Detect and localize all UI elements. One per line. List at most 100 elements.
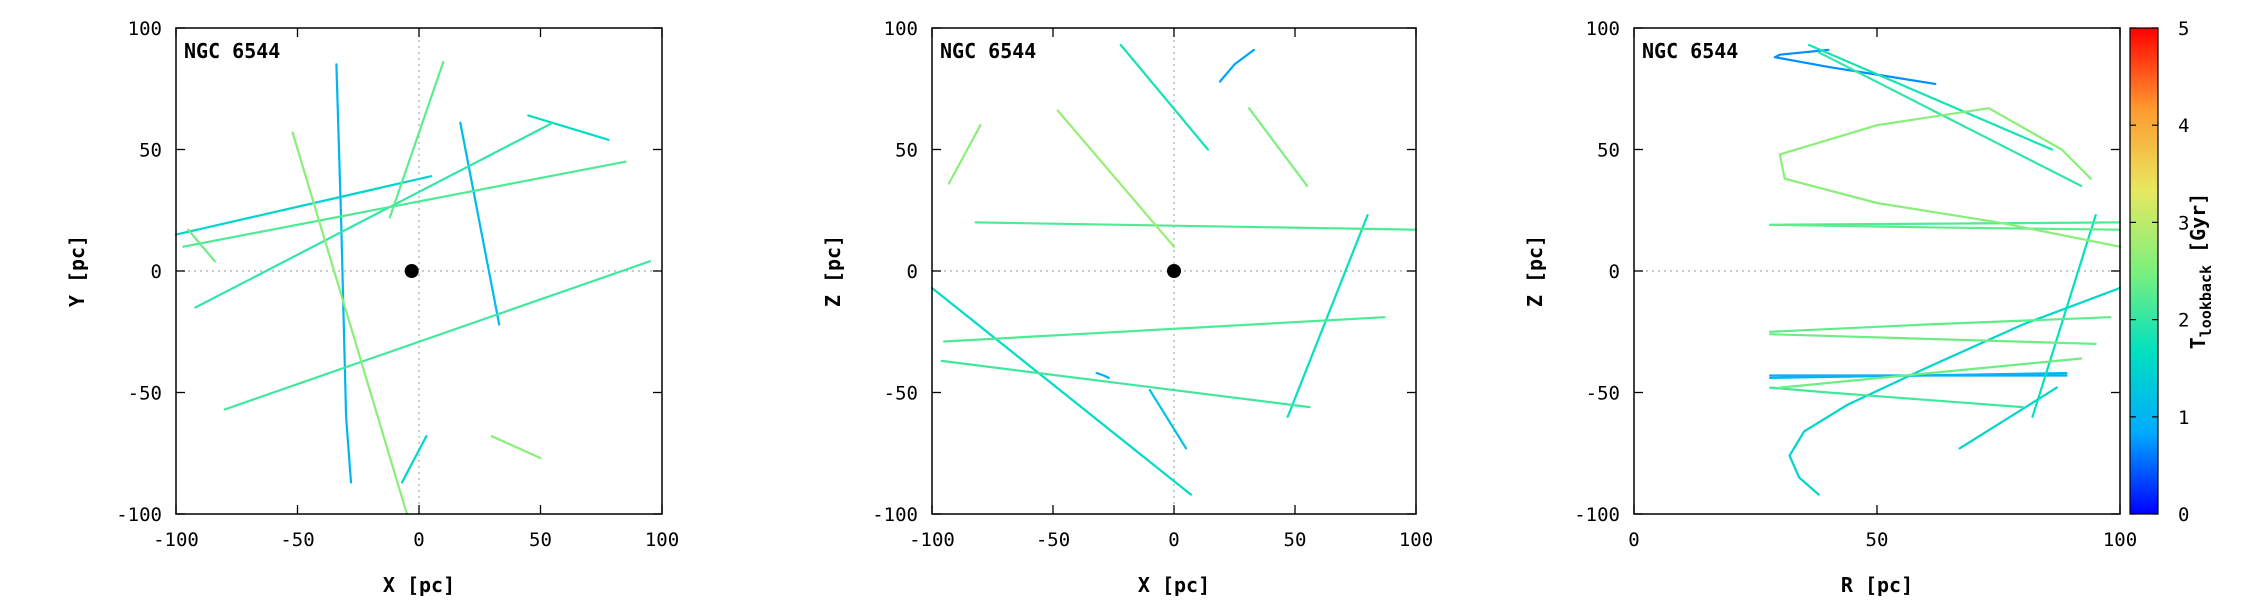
panel-rz-trajectory-9 bbox=[1769, 221, 2122, 226]
panel-xy-trajectory-0 bbox=[335, 63, 353, 484]
panel-xz-marker-layer bbox=[1167, 264, 1181, 278]
colorbar-tick-label-0: 0 bbox=[2178, 504, 2189, 526]
panel-rz-trajectory-5 bbox=[2031, 214, 2097, 418]
colorbar-tick-label-4: 4 bbox=[2178, 115, 2189, 137]
panel-xz-trajectory-5 bbox=[1119, 43, 1209, 151]
panel-xy-xlabel: X [pc] bbox=[383, 573, 455, 597]
panel-rz-trajectory-12 bbox=[1769, 333, 2097, 345]
panel-xy-xtick-label-0: -100 bbox=[153, 529, 199, 551]
colorbar-label-main: T bbox=[2186, 337, 2210, 349]
panel-xy-xtick-label-4: 100 bbox=[645, 529, 679, 551]
panel-xy-ytick-label-2: 0 bbox=[151, 261, 162, 283]
panel-xz-trajectory-7 bbox=[943, 316, 1386, 343]
panel-rz-ytick-label-0: -100 bbox=[1574, 504, 1620, 526]
panel-rz-ytick-label-1: -50 bbox=[1586, 383, 1620, 405]
panel-xz-ytick-label-1: -50 bbox=[884, 383, 918, 405]
panel-xy-ylabel: Y [pc] bbox=[65, 235, 89, 307]
panel-xz-xtick-label-1: -50 bbox=[1036, 529, 1070, 551]
colorbar-label-unit: [Gyr] bbox=[2186, 193, 2210, 265]
panel-rz-trajectory-7 bbox=[1817, 51, 2083, 187]
panel-rz-trajectory-0 bbox=[1773, 48, 1937, 85]
panel-rz: 0 50 100 -100 -50 0 50 100 NGC 6544 R [pc] Z [p… bbox=[1523, 18, 2137, 597]
panel-xy-lines bbox=[174, 60, 651, 516]
panel-xz: -100 -50 0 50 100 -100 -50 0 50 100 NGC 6544 X [p… bbox=[821, 18, 1433, 597]
panel-rz-ytick-label-3: 50 bbox=[1597, 140, 1620, 162]
panel-rz-trajectory-6 bbox=[1807, 43, 2054, 151]
panel-xy: -100 -50 0 50 100 -100 -50 0 50 100 NGC 6544 X [p… bbox=[65, 18, 679, 597]
panel-xz-ytick-label-0: -100 bbox=[872, 504, 918, 526]
panel-xy-trajectory-9 bbox=[187, 228, 216, 263]
panel-xz-trajectory-3 bbox=[930, 286, 1192, 496]
colorbar-tick-label-3: 3 bbox=[2178, 212, 2189, 234]
panel-xz-ytick-label-4: 100 bbox=[884, 18, 918, 40]
panel-xy-xtick-label-2: 0 bbox=[413, 529, 424, 551]
panel-rz-trajectory-3 bbox=[1958, 386, 2058, 450]
panel-rz-ytick-label-4: 100 bbox=[1586, 18, 1620, 40]
panel-xy-trajectory-8 bbox=[388, 60, 445, 219]
panel-rz-xtick-label-2: 100 bbox=[2103, 529, 2137, 551]
colorbar-gradient bbox=[2129, 27, 2159, 515]
panel-xy-trajectory-4 bbox=[527, 114, 610, 141]
panel-xz-axes: -100 -50 0 50 100 -100 -50 0 50 100 bbox=[872, 18, 1433, 551]
panel-xz-trajectory-1 bbox=[1095, 372, 1110, 379]
panel-xz-cluster-marker bbox=[1167, 264, 1181, 278]
panel-xy-ytick-label-4: 100 bbox=[128, 18, 162, 40]
panel-rz-trajectory-13 bbox=[1778, 357, 2083, 389]
panel-xy-trajectory-1 bbox=[459, 121, 501, 326]
panel-xy-ytick-label-3: 50 bbox=[139, 140, 162, 162]
panel-rz-trajectory-4 bbox=[1788, 286, 2122, 496]
panel-rz-xtick-label-0: 0 bbox=[1628, 529, 1639, 551]
panel-xz-trajectory-10 bbox=[947, 124, 982, 185]
panel-xy-trajectory-11 bbox=[490, 435, 542, 460]
panel-xy-trajectory-3 bbox=[400, 435, 428, 484]
panel-xy-label: NGC 6544 bbox=[184, 39, 280, 63]
panel-xz-ytick-label-3: 50 bbox=[895, 140, 918, 162]
panel-xz-trajectory-8 bbox=[974, 221, 1418, 231]
panel-xy-trajectory-7 bbox=[182, 160, 627, 248]
panel-rz-trajectory-10 bbox=[1769, 223, 2122, 231]
panel-xy-trajectory-10 bbox=[291, 131, 408, 516]
panel-xz-label: NGC 6544 bbox=[940, 39, 1036, 63]
panel-xy-xtick-label-1: -50 bbox=[280, 529, 314, 551]
panel-xz-trajectory-0 bbox=[1218, 48, 1255, 83]
panel-xz-ytick-label-2: 0 bbox=[907, 261, 918, 283]
panel-rz-trajectory-14 bbox=[1778, 107, 2122, 248]
panel-rz-ylabel: Z [pc] bbox=[1523, 235, 1547, 307]
colorbar: 0 1 2 3 4 5 Tlookback [Gyr] bbox=[2129, 18, 2215, 526]
panel-rz-trajectory-2 bbox=[1769, 372, 2068, 379]
panel-xz-trajectory-4 bbox=[1286, 214, 1369, 418]
colorbar-tick-label-5: 5 bbox=[2178, 18, 2189, 40]
panel-rz-trajectory-11 bbox=[1769, 316, 2112, 333]
panel-rz-xlabel: R [pc] bbox=[1841, 573, 1913, 597]
panel-xz-trajectory-6 bbox=[940, 359, 1311, 409]
panel-rz-ytick-label-2: 0 bbox=[1609, 261, 1620, 283]
panel-xy-ytick-label-0: -100 bbox=[116, 504, 162, 526]
panel-xy-xtick-label-3: 50 bbox=[529, 529, 552, 551]
panel-rz-xtick-label-1: 50 bbox=[1866, 529, 1889, 551]
panel-xy-cluster-marker bbox=[404, 264, 419, 278]
panel-xz-xtick-label-2: 0 bbox=[1168, 529, 1179, 551]
colorbar-tick-label-2: 2 bbox=[2178, 310, 2189, 332]
colorbar-label-sub: lookback bbox=[2197, 265, 2215, 337]
panel-rz-lines bbox=[1769, 43, 2122, 496]
panel-xy-trajectory-6 bbox=[223, 260, 651, 411]
panel-xz-xtick-label-0: -100 bbox=[909, 529, 955, 551]
panel-xz-trajectory-2 bbox=[1148, 389, 1188, 450]
panel-xz-xtick-label-4: 100 bbox=[1399, 529, 1433, 551]
panel-xz-xtick-label-3: 50 bbox=[1284, 529, 1307, 551]
panel-xz-xlabel: X [pc] bbox=[1138, 573, 1210, 597]
panel-xy-marker-layer bbox=[404, 264, 419, 278]
panel-xy-axes: -100 -50 0 50 100 -100 -50 0 50 100 bbox=[116, 18, 679, 551]
panel-xy-trajectory-2 bbox=[174, 175, 433, 236]
panel-xz-ylabel: Z [pc] bbox=[821, 235, 845, 307]
panel-rz-label: NGC 6544 bbox=[1642, 39, 1738, 63]
panel-xz-lines bbox=[930, 43, 1418, 496]
panel-rz-axes: 0 50 100 -100 -50 0 50 100 bbox=[1574, 18, 2137, 551]
colorbar-ticks: 0 1 2 3 4 5 bbox=[2130, 18, 2189, 526]
panel-rz-trajectory-8 bbox=[1769, 386, 2024, 409]
panel-xy-trajectory-5 bbox=[194, 121, 554, 309]
panel-xy-ytick-label-1: -50 bbox=[128, 383, 162, 405]
panel-xy-grid bbox=[176, 28, 662, 514]
colorbar-tick-label-1: 1 bbox=[2178, 407, 2189, 429]
